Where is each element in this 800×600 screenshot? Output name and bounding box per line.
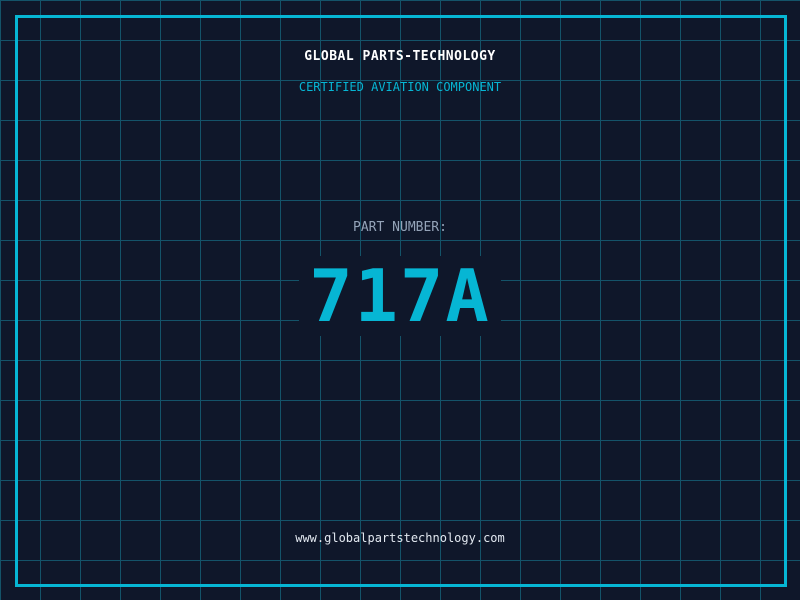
certification-subtitle: CERTIFIED AVIATION COMPONENT (298, 80, 502, 94)
border-frame (15, 15, 787, 587)
part-number-label: PART NUMBER: (353, 220, 447, 235)
website-url: www.globalpartstechnology.com (295, 531, 505, 545)
company-name: GLOBAL PARTS-TECHNOLOGY (304, 49, 496, 64)
part-number-container: 717A (0, 256, 800, 336)
part-number-value: 717A (299, 256, 501, 336)
